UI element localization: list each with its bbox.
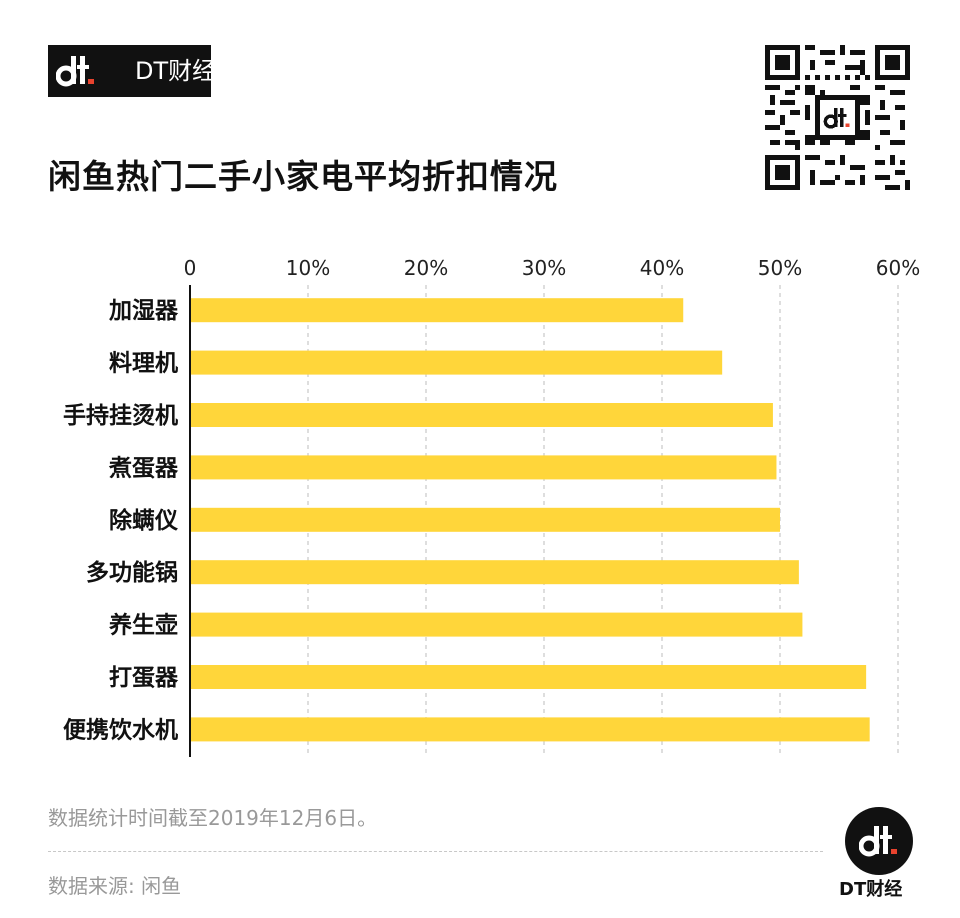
dt-logo-icon: [859, 826, 897, 857]
bar: [190, 560, 799, 585]
category-label: 便携饮水机: [63, 716, 178, 743]
category-label: 养生壶: [108, 612, 178, 639]
category-label: 料理机: [109, 351, 178, 377]
qr-code-icon: [765, 45, 910, 190]
footer-brand: DT财经: [839, 879, 903, 900]
x-tick-label: 50%: [758, 256, 802, 280]
x-tick-label: 10%: [286, 256, 330, 280]
dt-logo-icon: [56, 56, 94, 87]
footer-divider: [48, 851, 823, 852]
bar: [190, 403, 773, 427]
data-source: 数据来源: 闲鱼: [48, 874, 182, 898]
x-tick-label: 40%: [640, 256, 684, 280]
bar: [190, 717, 870, 742]
x-tick-label: 0: [184, 256, 197, 280]
category-label: 除螨仪: [109, 507, 179, 534]
brand-header: DT财经: [48, 45, 216, 97]
brand-name: DT财经: [135, 57, 217, 85]
category-label: 多功能锅: [86, 559, 178, 586]
chart-title: 闲鱼热门二手小家电平均折扣情况: [48, 157, 558, 196]
bar: [190, 298, 684, 323]
bar: [190, 507, 780, 532]
bar: [190, 455, 777, 480]
category-label: 手持挂烫机: [63, 403, 178, 429]
x-tick-label: 20%: [404, 256, 448, 280]
bar: [190, 665, 867, 689]
category-label: 打蛋器: [109, 664, 179, 691]
x-tick-label: 60%: [876, 256, 920, 280]
bar: [190, 612, 803, 637]
x-tick-label: 30%: [522, 256, 566, 280]
data-note: 数据统计时间截至2019年12月6日。: [48, 806, 378, 830]
category-label: 加湿器: [108, 298, 179, 324]
category-label: 煮蛋器: [108, 455, 179, 481]
footer-logo: [845, 807, 913, 875]
bar: [190, 350, 723, 375]
